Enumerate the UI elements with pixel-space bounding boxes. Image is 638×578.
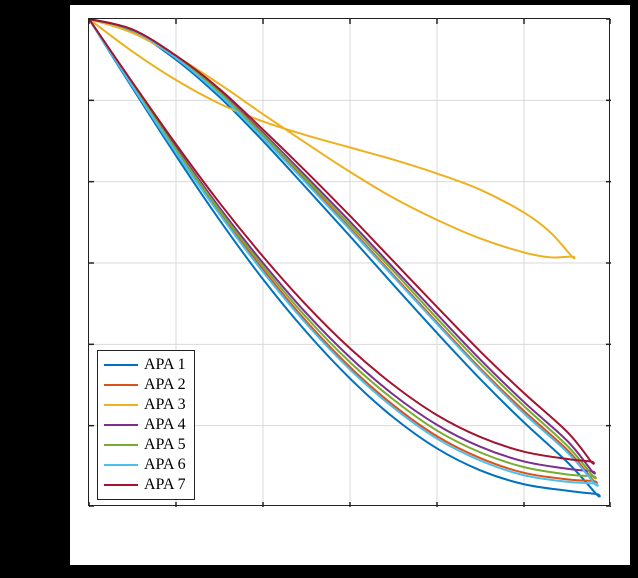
legend-item-4: APA 4 (104, 415, 186, 435)
legend: APA 1 APA 2 APA 3 APA 4 APA 5 APA 6 APA 7 (97, 350, 195, 500)
legend-label: APA 5 (144, 436, 186, 454)
legend-label: APA 2 (144, 376, 186, 394)
legend-label: APA 4 (144, 416, 186, 434)
legend-swatch (104, 444, 138, 447)
legend-item-6: APA 6 (104, 455, 186, 475)
legend-swatch (104, 404, 138, 407)
legend-item-7: APA 7 (104, 475, 186, 495)
chart-container: APA 1 APA 2 APA 3 APA 4 APA 5 APA 6 APA 7 (70, 5, 630, 565)
legend-swatch (104, 384, 138, 387)
series-3 (89, 19, 575, 258)
legend-item-1: APA 1 (104, 355, 186, 375)
legend-item-2: APA 2 (104, 375, 186, 395)
legend-swatch (104, 424, 138, 427)
legend-swatch (104, 484, 138, 487)
legend-item-5: APA 5 (104, 435, 186, 455)
legend-label: APA 6 (144, 456, 186, 474)
legend-item-3: APA 3 (104, 395, 186, 415)
legend-swatch (104, 364, 138, 367)
legend-swatch (104, 464, 138, 467)
legend-label: APA 7 (144, 476, 186, 494)
legend-label: APA 1 (144, 356, 186, 374)
legend-label: APA 3 (144, 396, 186, 414)
